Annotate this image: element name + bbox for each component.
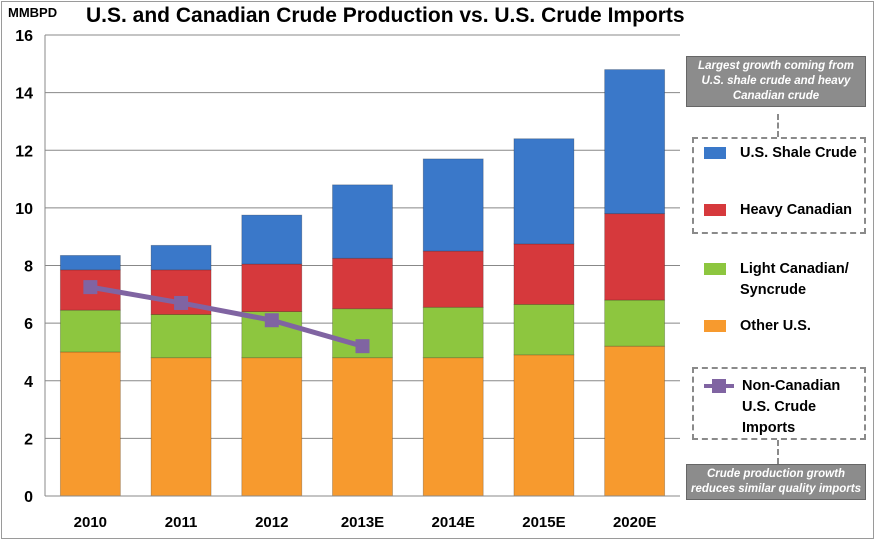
x-axis-ticks: 2010 2011 2012 2013E 2014E 2015E 2020E — [74, 514, 657, 531]
x-tick-label-2015E: 2015E — [522, 514, 565, 531]
bar-us-shale-2015E — [513, 138, 575, 245]
y-tick-label-6: 6 — [24, 316, 33, 333]
callout-connector-top — [777, 114, 779, 137]
axes — [44, 35, 680, 497]
bar-heavy-canadian-2015E — [513, 243, 575, 305]
chart-title: U.S. and Canadian Crude Production vs. U… — [86, 4, 685, 27]
x-tick-label-2013E: 2013E — [341, 514, 384, 531]
imports-series-line — [89, 284, 364, 349]
legend-swatch-light-canadian — [704, 263, 726, 275]
y-tick-label-12: 12 — [15, 143, 33, 160]
legend-item-other-us: Other U.S. — [704, 316, 811, 337]
legend-highlight-box-bottom — [692, 367, 866, 440]
bar-heavy-canadian-2012 — [241, 263, 303, 313]
y-tick-label-16: 16 — [15, 28, 33, 45]
y-tick-label-14: 14 — [15, 86, 33, 103]
bar-us-shale-2014E — [422, 158, 484, 252]
legend-swatch-imports — [704, 379, 734, 393]
bar-other-us-2015E — [513, 354, 575, 497]
bar-other-us-2010 — [59, 351, 121, 497]
x-tick-label-2014E: 2014E — [432, 514, 475, 531]
bar-us-shale-2010 — [59, 255, 121, 271]
bar-light-canadian-2014E — [422, 306, 484, 359]
imports-marker-2013E — [355, 339, 370, 354]
bar-light-canadian-2020E — [604, 299, 666, 347]
bar-us-shale-2011 — [150, 244, 212, 271]
bar-heavy-canadian-2020E — [604, 213, 666, 301]
bar-us-shale-2020E — [604, 69, 666, 215]
y-axis-unit: MMBPD — [8, 5, 58, 20]
imports-marker-2012 — [264, 313, 279, 328]
bar-other-us-2014E — [422, 357, 484, 497]
legend-label-us-shale: U.S. Shale Crude — [740, 145, 857, 161]
y-tick-label-8: 8 — [24, 259, 33, 276]
bar-other-us-2011 — [150, 357, 212, 497]
bar-light-canadian-2010 — [59, 309, 121, 353]
bars — [59, 69, 666, 497]
bar-light-canadian-2015E — [513, 303, 575, 356]
imports-marker-2010 — [83, 280, 98, 295]
legend-label-other-us: Other U.S. — [740, 318, 811, 334]
legend-swatch-us-shale — [704, 147, 726, 159]
legend-item-heavy-canadian: Heavy Canadian — [704, 200, 852, 221]
x-tick-label-2010: 2010 — [74, 514, 107, 531]
y-tick-label-2: 2 — [24, 431, 33, 448]
bar-us-shale-2012 — [241, 214, 303, 265]
imports-marker-2011 — [174, 295, 189, 310]
legend-swatch-heavy-canadian — [704, 204, 726, 216]
callout-imports: Crude production growth reduces similar … — [686, 464, 866, 500]
bar-other-us-2013E — [332, 357, 393, 497]
callout-connector-bottom — [777, 440, 779, 464]
bar-other-us-2020E — [604, 345, 666, 497]
x-tick-label-2012: 2012 — [255, 514, 288, 531]
legend-label-heavy-canadian: Heavy Canadian — [740, 202, 853, 218]
legend-swatch-other-us — [704, 320, 726, 332]
y-tick-label-0: 0 — [24, 489, 33, 506]
x-tick-label-2020E: 2020E — [613, 514, 656, 531]
legend-item-imports: Non-Canadian U.S. Crude Imports — [704, 376, 840, 439]
x-tick-label-2011: 2011 — [165, 514, 198, 531]
bar-heavy-canadian-2014E — [422, 250, 484, 308]
legend-highlight-box-top — [692, 137, 866, 234]
y-tick-label-10: 10 — [15, 201, 33, 218]
callout-growth: Largest growth coming from U.S. shale cr… — [686, 56, 866, 107]
y-tick-label-4: 4 — [24, 374, 33, 391]
imports-line — [83, 280, 370, 354]
bar-light-canadian-2011 — [150, 314, 212, 359]
legend-label-imports: Non-Canadian U.S. Crude Imports — [742, 378, 841, 436]
legend-label-light-canadian: Light Canadian/ Syncrude — [740, 261, 849, 298]
y-axis-ticks: 0 2 4 6 8 10 12 14 16 — [15, 28, 33, 506]
bar-other-us-2012 — [241, 357, 303, 497]
legend-item-light-canadian: Light Canadian/ Syncrude — [704, 259, 849, 301]
legend-item-us-shale: U.S. Shale Crude — [704, 143, 857, 164]
bar-heavy-canadian-2013E — [332, 257, 393, 310]
bar-us-shale-2013E — [332, 184, 393, 259]
